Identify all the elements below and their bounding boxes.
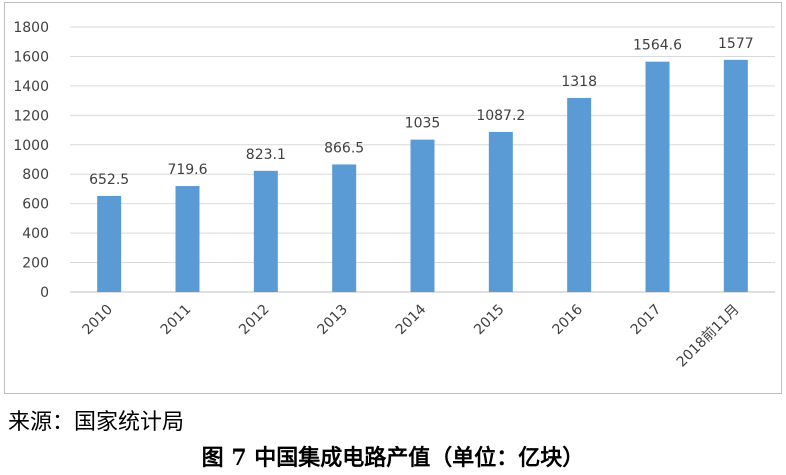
bar	[567, 97, 592, 292]
x-tick-label: 2013	[314, 302, 351, 339]
data-label: 866.5	[324, 140, 364, 156]
bar	[723, 59, 748, 293]
x-tick-label: 2012	[236, 302, 273, 339]
y-tick-label: 1000	[13, 138, 49, 154]
chart-frame: 0 200 400 600 800 1000 1200 1400 1600 1800 652.5 7…	[4, 2, 782, 394]
y-tick-label: 0	[40, 285, 49, 301]
x-tick-label: 2011	[158, 302, 195, 339]
y-tick-label: 1800	[13, 20, 49, 36]
x-tick-label: 2018前11月	[673, 301, 743, 371]
y-axis-ticks: 0 200 400 600 800 1000 1200 1400 1600 1800	[13, 20, 49, 301]
data-labels: 652.5 719.6 823.1 866.5 1035 1087.2 1318 1564.6…	[89, 36, 754, 188]
y-tick-label: 400	[22, 226, 49, 242]
bar	[410, 139, 435, 292]
x-tick-label: 2016	[549, 301, 586, 338]
x-axis-ticks: 2010 2011 2012 2013 2014 2015 2016 2017 2018前11月	[79, 301, 742, 371]
data-label: 1035	[405, 116, 441, 132]
bar	[332, 164, 357, 292]
data-label: 1577	[718, 36, 754, 52]
x-tick-label: 2015	[471, 302, 508, 339]
y-tick-label: 600	[22, 197, 49, 213]
bar	[488, 131, 513, 292]
bar	[253, 170, 278, 292]
y-tick-label: 1200	[13, 108, 49, 124]
bar	[175, 186, 200, 292]
figure-caption: 图 7 中国集成电路产值（单位：亿块）	[201, 445, 585, 471]
y-tick-label: 200	[22, 256, 49, 272]
x-tick-label: 2017	[628, 302, 665, 339]
bars	[97, 59, 748, 293]
bar	[97, 195, 122, 292]
data-label: 1318	[561, 74, 597, 90]
data-label: 652.5	[89, 172, 129, 188]
y-tick-label: 800	[22, 167, 49, 183]
data-label: 1564.6	[633, 38, 682, 54]
data-label: 719.6	[167, 162, 207, 178]
y-tick-label: 1600	[13, 49, 49, 65]
y-tick-label: 1400	[13, 79, 49, 95]
data-label: 1087.2	[476, 108, 525, 124]
x-tick-label: 2010	[79, 302, 116, 339]
bar	[645, 61, 670, 292]
bar-chart: 0 200 400 600 800 1000 1200 1400 1600 1800 652.5 7…	[13, 20, 775, 371]
data-label: 823.1	[246, 147, 286, 163]
x-tick-label: 2014	[393, 301, 430, 338]
source-note: 来源：国家统计局	[8, 410, 185, 435]
